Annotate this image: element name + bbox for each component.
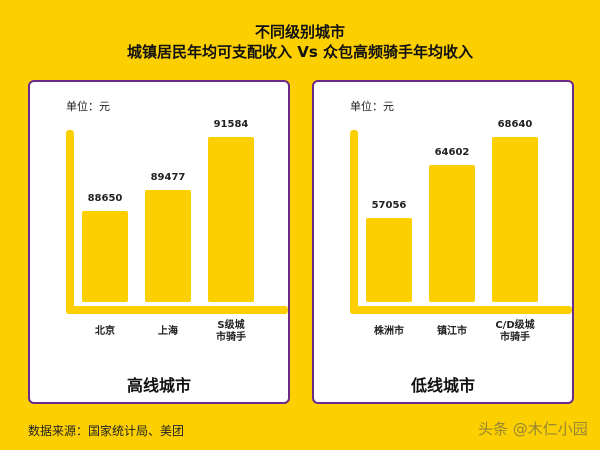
unit-label: 单位：元 xyxy=(350,100,394,113)
source-note: 数据来源：国家统计局、美团 xyxy=(28,424,185,438)
category-label: C/D级城 市骑手 xyxy=(495,320,535,343)
bar xyxy=(82,210,128,302)
panel-title: 低线城市 xyxy=(410,376,475,395)
panel-low-tier: 单位：元 低线城市 57056 株洲市 64602 镇江市 68640 C/D级城 市骑手 xyxy=(312,80,574,404)
y-axis xyxy=(350,130,358,314)
data-label: 89477 xyxy=(150,172,186,184)
data-label: 88650 xyxy=(87,192,123,204)
category-label: 株洲市 xyxy=(374,326,404,337)
category-label: S级城 市骑手 xyxy=(216,320,246,343)
panel-title: 高线城市 xyxy=(126,376,191,395)
bar xyxy=(429,164,475,302)
bar xyxy=(208,137,254,302)
title-line-1: 不同级别城市 xyxy=(254,23,345,41)
x-axis xyxy=(350,306,572,314)
chart-title: 不同级别城市 城镇居民年均可支配收入 Vs 众包高频骑手年均收入 xyxy=(0,22,600,62)
bar xyxy=(366,217,412,302)
bar xyxy=(145,190,191,302)
x-axis xyxy=(66,306,288,314)
data-label: 57056 xyxy=(371,199,407,211)
bar xyxy=(492,136,538,302)
category-label: 镇江市 xyxy=(437,326,467,337)
category-label: 上海 xyxy=(158,326,178,337)
watermark: 头条 @木仁小园 xyxy=(478,420,588,438)
data-label: 91584 xyxy=(213,119,249,131)
y-axis xyxy=(66,130,74,314)
data-label: 68640 xyxy=(497,118,533,130)
unit-label: 单位：元 xyxy=(66,100,110,113)
data-label: 64602 xyxy=(434,146,470,158)
title-line-2: 城镇居民年均可支配收入 Vs 众包高频骑手年均收入 xyxy=(127,43,473,61)
panel-high-tier: 单位：元 高线城市 88650 北京 89477 上海 91584 S级城 市骑手 xyxy=(28,80,290,404)
category-label: 北京 xyxy=(95,326,115,337)
